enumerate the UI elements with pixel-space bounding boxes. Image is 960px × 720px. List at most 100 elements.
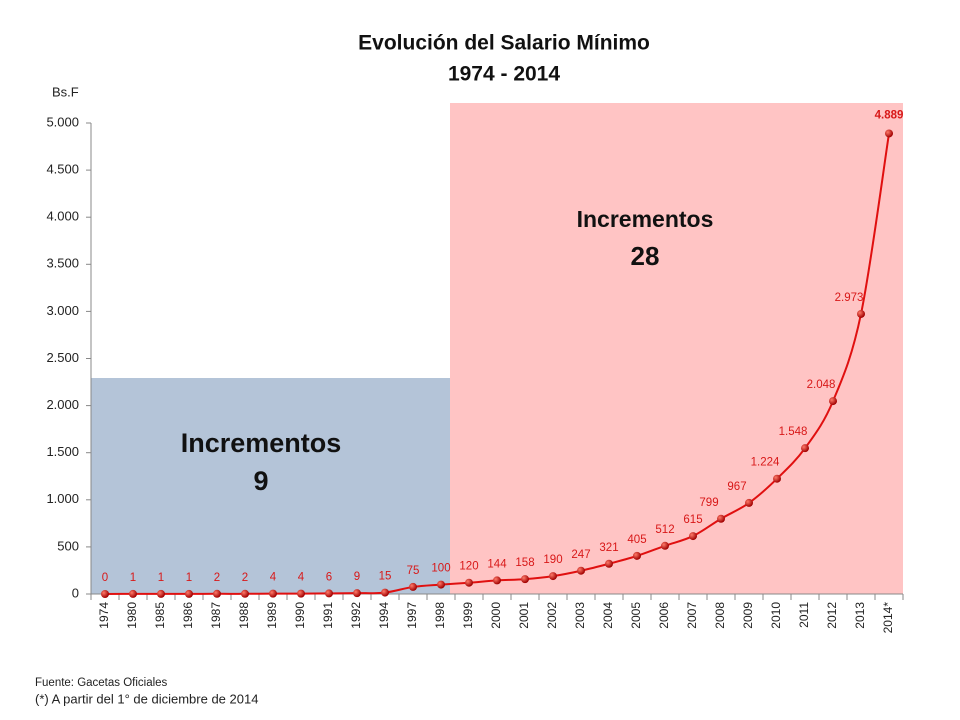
data-label: 4.889 xyxy=(875,109,904,121)
x-tick-label: 1985 xyxy=(153,602,167,629)
data-label: 405 xyxy=(627,534,646,546)
chart-title: Evolución del Salario Mínimo xyxy=(358,32,650,55)
x-tick-label: 1989 xyxy=(265,602,279,629)
data-point xyxy=(745,498,753,507)
x-tick-label: 2003 xyxy=(573,602,587,629)
y-tick-label: 4.500 xyxy=(46,162,79,177)
x-tick-label: 2008 xyxy=(713,602,727,629)
x-tick-label: 2006 xyxy=(657,602,671,629)
data-point xyxy=(157,589,165,598)
data-label: 15 xyxy=(379,571,392,583)
data-label: 120 xyxy=(459,561,478,573)
data-label: 615 xyxy=(683,514,702,526)
data-point xyxy=(297,589,305,598)
x-tick-label: 2001 xyxy=(517,602,531,629)
data-point xyxy=(717,514,725,523)
data-label: 247 xyxy=(571,549,590,561)
source: Fuente: Gacetas Oficiales xyxy=(35,677,168,689)
data-point xyxy=(409,582,417,591)
data-point xyxy=(857,309,865,318)
data-point xyxy=(633,551,641,560)
y-tick-label: 1.500 xyxy=(46,444,79,459)
data-label: 2.973 xyxy=(835,292,864,304)
data-point xyxy=(661,541,669,550)
y-tick-label: 1.000 xyxy=(46,491,79,506)
data-point xyxy=(269,589,277,598)
data-point xyxy=(577,566,585,575)
data-point xyxy=(129,589,137,598)
data-point xyxy=(437,580,445,589)
data-point xyxy=(353,589,361,598)
data-label: 75 xyxy=(407,565,420,577)
data-point xyxy=(493,576,501,585)
data-point xyxy=(101,590,109,598)
x-tick-label: 1994 xyxy=(377,602,391,629)
x-tick-label: 1998 xyxy=(433,602,447,629)
x-tick-label: 2009 xyxy=(741,602,755,629)
data-label: 1.548 xyxy=(779,426,808,438)
y-axis-label: Bs.F xyxy=(52,84,79,99)
data-point xyxy=(549,572,557,581)
y-tick-label: 0 xyxy=(72,585,79,600)
data-point xyxy=(829,397,837,406)
data-label: 2 xyxy=(242,572,248,584)
y-tick-label: 5.000 xyxy=(46,114,79,129)
x-tick-label: 2005 xyxy=(629,602,643,629)
x-tick-label: 2013 xyxy=(853,602,867,629)
data-point xyxy=(605,559,613,568)
data-label: 190 xyxy=(543,554,562,566)
data-point xyxy=(185,589,193,598)
x-tick-label: 2002 xyxy=(545,602,559,629)
x-tick-label: 1974 xyxy=(97,602,111,629)
y-tick-label: 500 xyxy=(57,538,79,553)
data-label: 158 xyxy=(515,557,534,569)
x-tick-label: 2000 xyxy=(489,602,503,629)
data-label: 9 xyxy=(354,571,360,583)
data-point xyxy=(801,444,809,453)
x-tick-label: 1986 xyxy=(181,602,195,629)
x-tick-label: 2010 xyxy=(769,602,783,629)
annotation-title: Incrementos xyxy=(181,428,342,458)
chart-subtitle: 1974 - 2014 xyxy=(448,63,560,86)
data-label: 1 xyxy=(186,572,192,584)
data-label: 100 xyxy=(431,563,450,575)
data-label: 0 xyxy=(102,572,108,584)
data-point xyxy=(241,589,249,598)
x-tick-label: 1999 xyxy=(461,602,475,629)
y-tick-label: 2.000 xyxy=(46,397,79,412)
x-tick-label: 2011 xyxy=(797,602,811,628)
annotation-count: 9 xyxy=(253,466,268,496)
data-point xyxy=(521,575,529,584)
data-point xyxy=(465,578,473,587)
data-label: 1 xyxy=(130,572,136,584)
x-tick-label: 1987 xyxy=(209,602,223,629)
data-label: 4 xyxy=(298,572,305,584)
data-label: 321 xyxy=(599,542,618,554)
data-label: 2 xyxy=(214,572,220,584)
y-tick-label: 2.500 xyxy=(46,350,79,365)
y-tick-label: 4.000 xyxy=(46,209,79,224)
x-tick-label: 1990 xyxy=(293,602,307,629)
y-tick-label: 3.000 xyxy=(46,303,79,318)
x-tick-label: 1980 xyxy=(125,602,139,629)
annotation-title: Incrementos xyxy=(577,206,714,232)
x-tick-label: 2007 xyxy=(685,602,699,629)
data-point xyxy=(689,532,697,541)
data-label: 1 xyxy=(158,572,164,584)
data-point xyxy=(885,129,893,138)
x-tick-label: 1991 xyxy=(321,602,335,629)
data-label: 144 xyxy=(487,558,507,570)
x-tick-label: 1997 xyxy=(405,602,419,629)
data-label: 6 xyxy=(326,571,332,583)
x-tick-label: 2012 xyxy=(825,602,839,629)
data-label: 799 xyxy=(699,497,718,509)
data-point xyxy=(213,589,221,598)
x-tick-label: 1992 xyxy=(349,602,363,629)
data-label: 2.048 xyxy=(807,379,836,391)
data-label: 512 xyxy=(655,524,674,536)
note: (*) A partir del 1° de diciembre de 2014 xyxy=(35,691,258,706)
annotation-count: 28 xyxy=(631,241,660,271)
data-point xyxy=(325,589,333,598)
y-tick-label: 3.500 xyxy=(46,256,79,271)
